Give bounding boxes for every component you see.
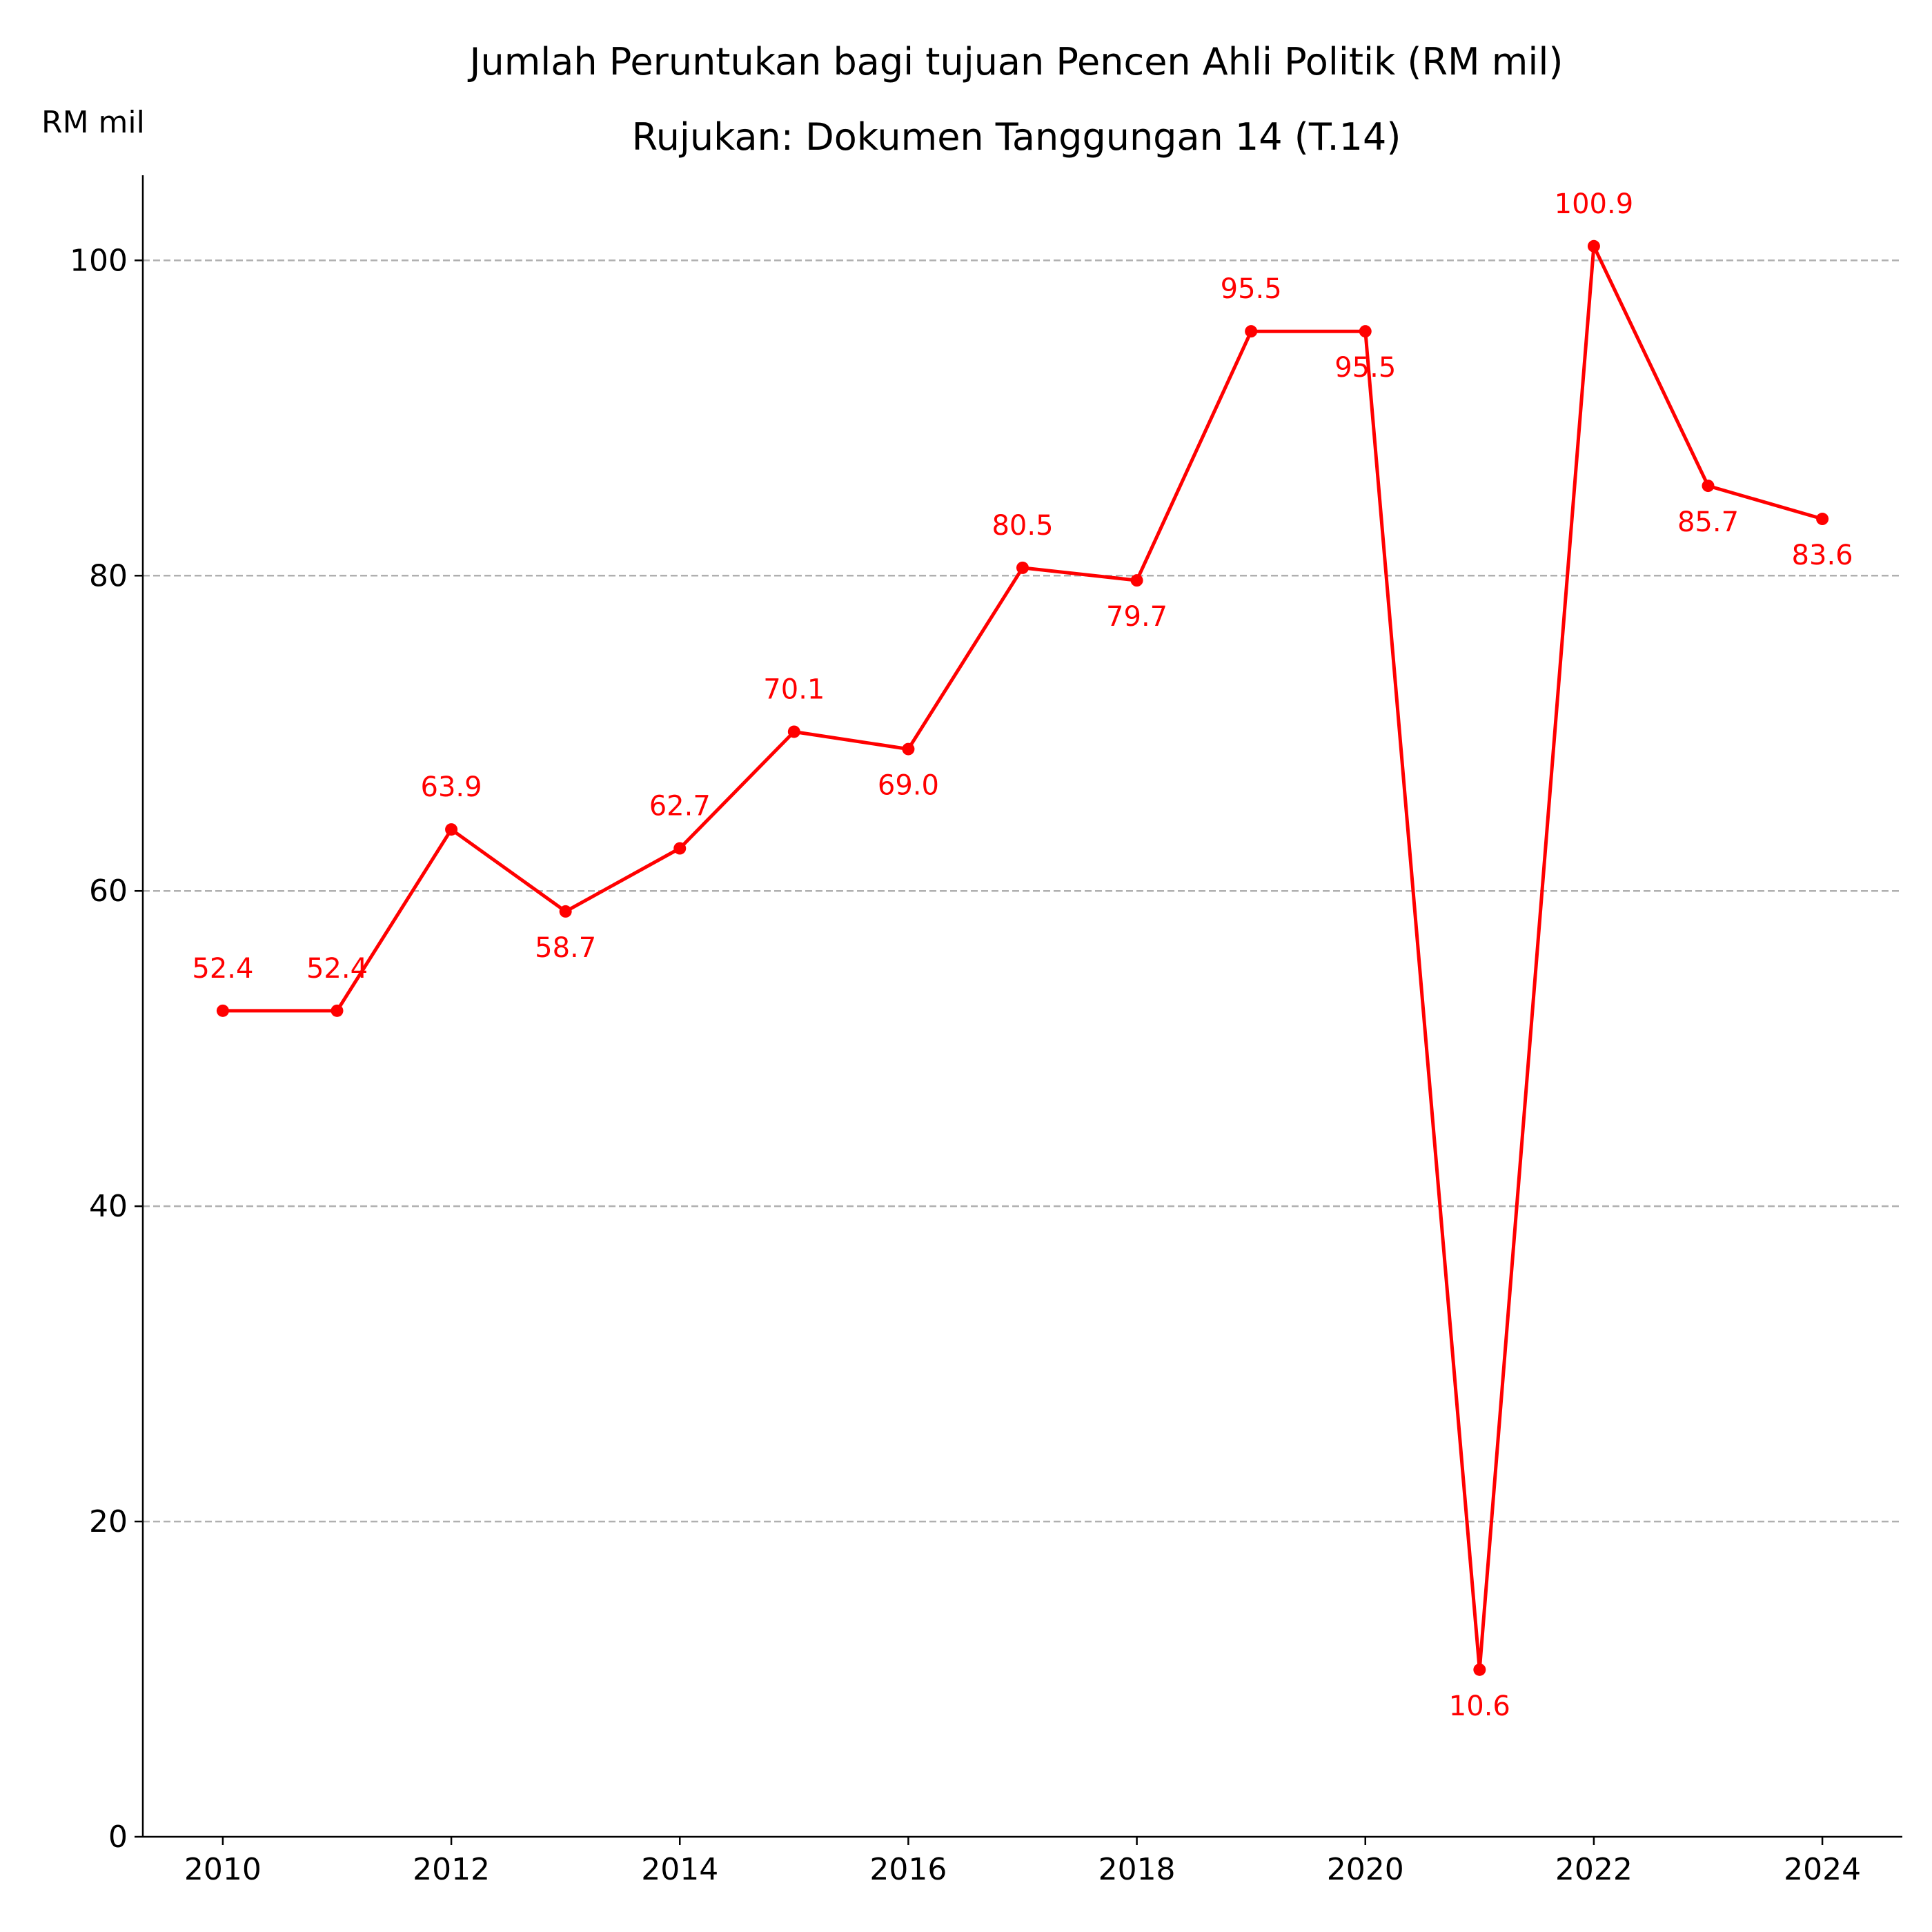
data-point-2011 <box>331 1004 344 1017</box>
series-line <box>221 244 1824 1672</box>
data-label-2015: 70.1 <box>763 673 825 705</box>
data-label-2012: 63.9 <box>421 771 482 803</box>
y-tick-label-100: 100 <box>70 243 128 278</box>
data-label-2021: 10.6 <box>1449 1690 1510 1722</box>
data-label-2016: 69.0 <box>878 770 939 802</box>
data-label-2018: 79.7 <box>1106 601 1167 633</box>
chart-title: Jumlah Peruntukan bagi tujuan Pencen Ahl… <box>468 40 1564 83</box>
axes <box>141 175 1902 1838</box>
y-axis-label: RM mil <box>41 105 145 140</box>
x-tick-label-2012: 2012 <box>413 1852 490 1887</box>
data-point-2024 <box>1816 513 1829 526</box>
data-point-2012 <box>445 823 458 836</box>
tick-labels: 0 20 40 60 80 100 2010 2012 2014 2016 2018 2020 2022… <box>70 243 1861 1887</box>
data-label-2014: 62.7 <box>649 791 711 822</box>
data-label-2024: 83.6 <box>1792 540 1853 571</box>
data-point-2013 <box>559 905 572 918</box>
data-points <box>216 239 1829 1676</box>
data-label-2011: 52.4 <box>306 953 368 985</box>
x-tick-label-2016: 2016 <box>869 1852 947 1887</box>
data-point-2019 <box>1245 325 1258 338</box>
x-tick-label-2014: 2014 <box>641 1852 718 1887</box>
data-label-2020: 95.5 <box>1334 352 1396 384</box>
data-label-2023: 85.7 <box>1677 506 1739 538</box>
chart-subtitle: Rujukan: Dokumen Tanggungan 14 (T.14) <box>632 115 1401 159</box>
data-point-2021 <box>1473 1663 1486 1676</box>
x-tick-label-2020: 2020 <box>1327 1852 1404 1887</box>
x-tick-label-2010: 2010 <box>184 1852 262 1887</box>
data-label-2019: 95.5 <box>1221 273 1282 305</box>
tick-marks <box>135 259 1824 1845</box>
data-point-2020 <box>1359 325 1372 338</box>
x-tick-label-2024: 2024 <box>1784 1852 1861 1887</box>
series-red <box>221 244 1824 1672</box>
data-label-2022: 100.9 <box>1555 188 1634 220</box>
y-tick-label-60: 60 <box>89 874 128 909</box>
y-tick-label-80: 80 <box>89 558 128 593</box>
y-tick-label-0: 0 <box>108 1820 128 1855</box>
data-label-2017: 80.5 <box>992 510 1053 542</box>
data-labels: 52.4 52.4 63.9 58.7 62.7 70.1 69.0 80.5 79.7 95.5… <box>192 188 1853 1722</box>
data-point-2010 <box>216 1004 229 1017</box>
data-point-2023 <box>1702 480 1715 493</box>
y-tick-label-40: 40 <box>89 1189 128 1224</box>
data-point-2016 <box>902 742 915 756</box>
data-point-2015 <box>787 725 800 738</box>
data-point-2018 <box>1130 574 1143 587</box>
x-tick-label-2018: 2018 <box>1098 1852 1176 1887</box>
data-point-2017 <box>1016 561 1029 574</box>
x-tick-label-2022: 2022 <box>1555 1852 1633 1887</box>
y-tick-label-20: 20 <box>89 1504 128 1539</box>
data-point-2014 <box>673 842 687 855</box>
data-label-2010: 52.4 <box>192 953 253 985</box>
grid-lines <box>143 259 1902 1523</box>
data-label-2013: 58.7 <box>535 932 596 964</box>
data-point-2022 <box>1587 239 1600 253</box>
